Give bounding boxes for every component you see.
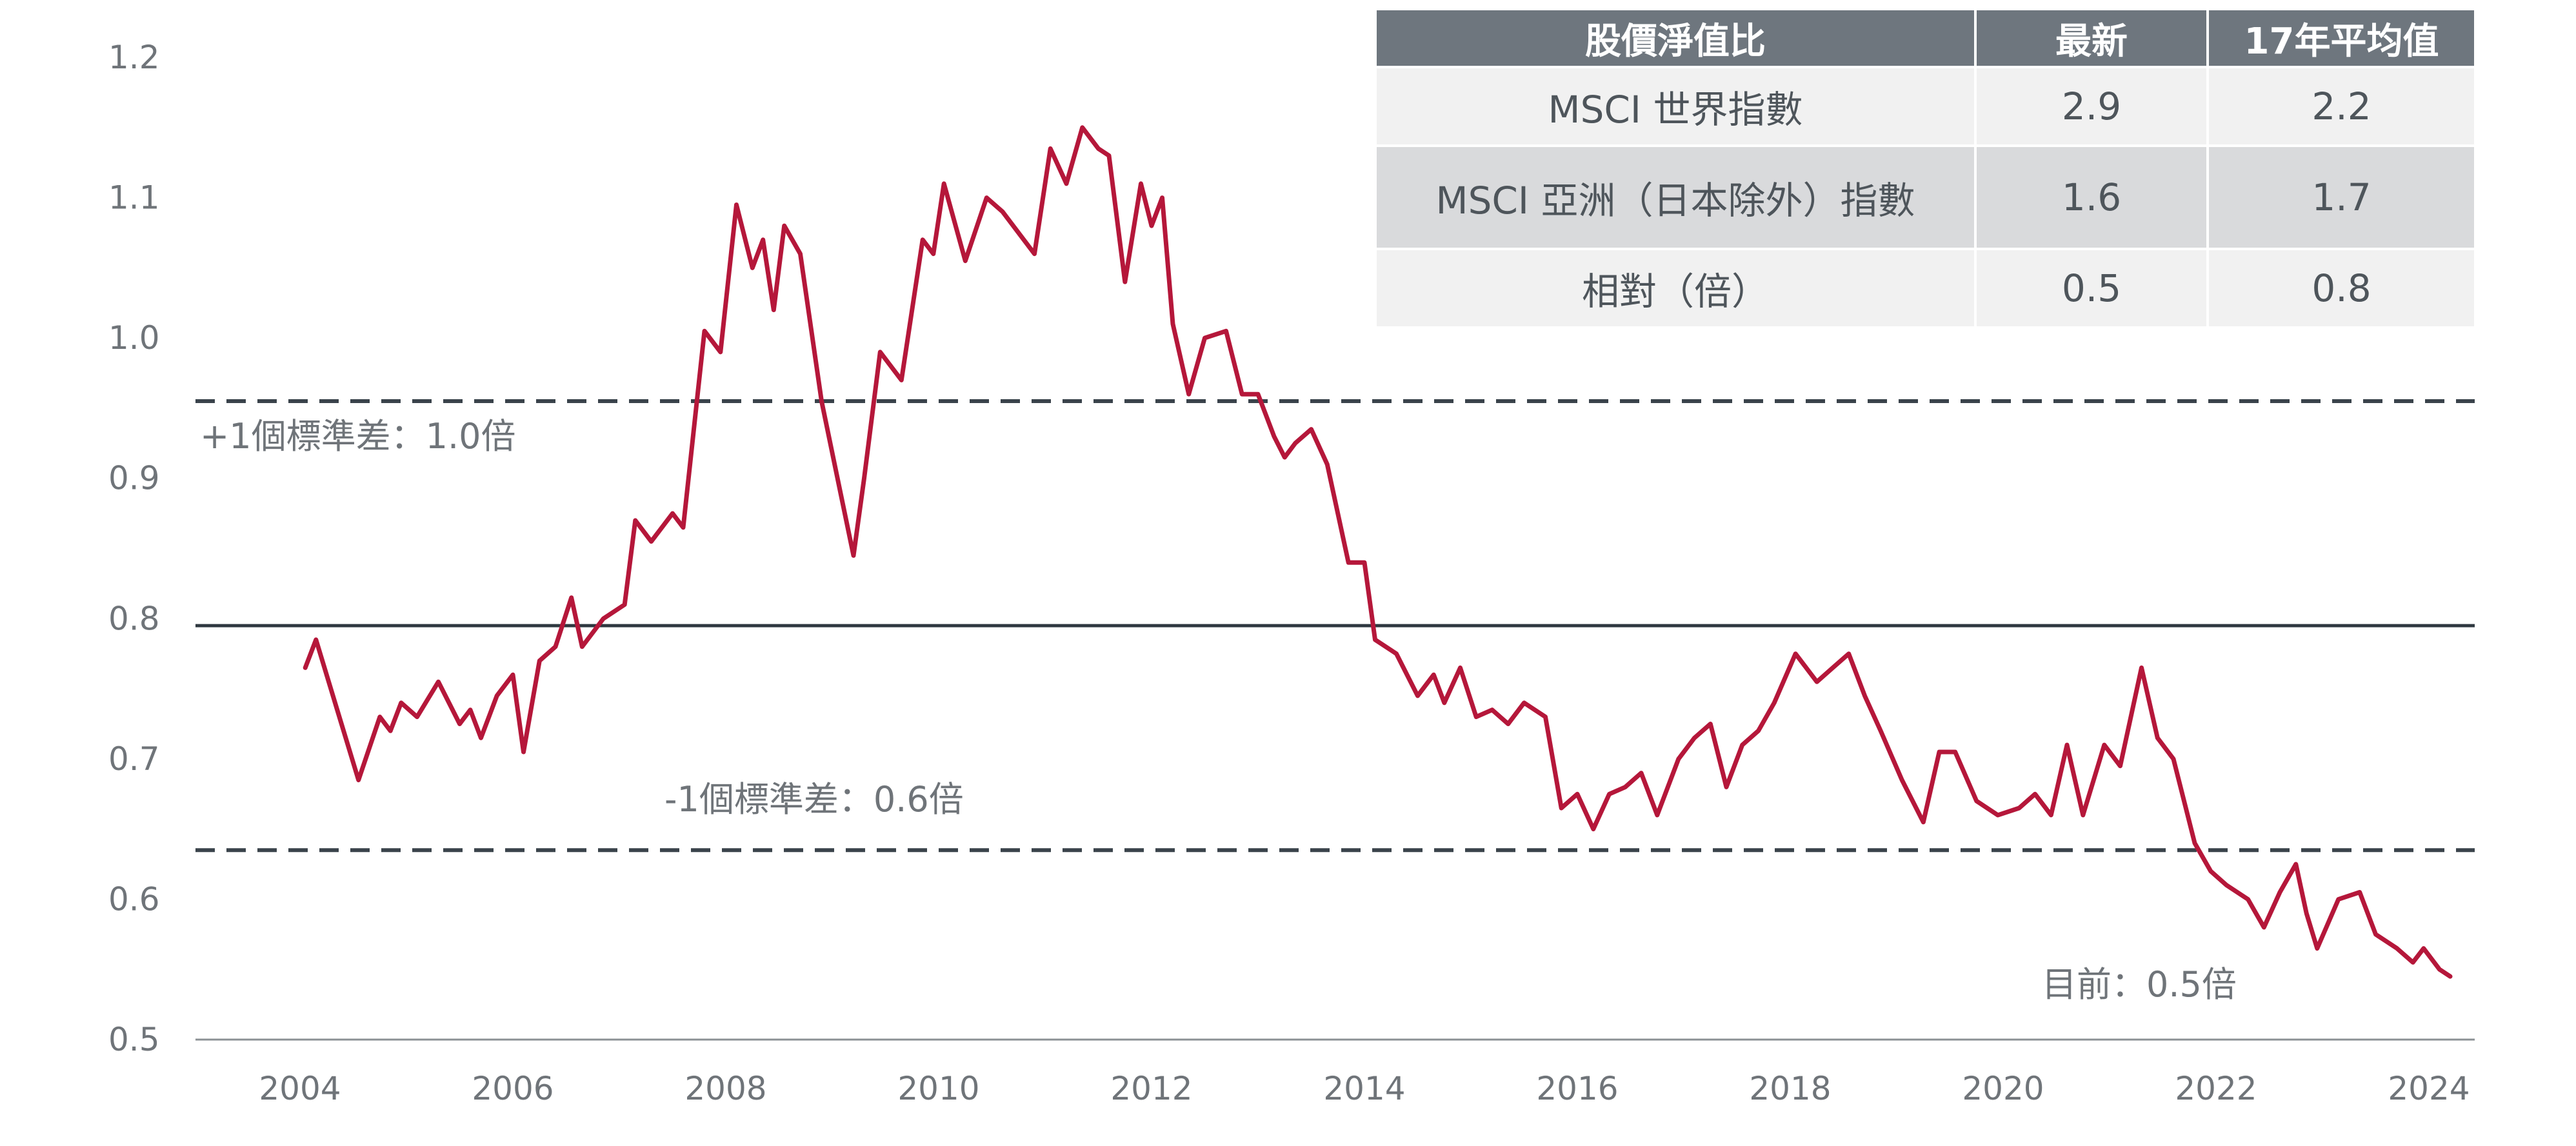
cell-index-name: 相對（倍） xyxy=(1374,248,1977,329)
cell-latest: 1.6 xyxy=(1974,144,2209,250)
y-tick-label: 0.8 xyxy=(108,600,160,637)
x-tick-label: 2024 xyxy=(2388,1070,2470,1107)
y-tick-label: 1.2 xyxy=(108,39,160,76)
x-axis-ticks: 2004 2006 2008 2010 2012 2014 2016 2018 2020 2022… xyxy=(259,1070,2470,1107)
series-layer xyxy=(303,125,2453,979)
y-tick-label: 0.9 xyxy=(108,460,160,497)
table-row-msci-world: MSCI 世界指數 2.9 2.2 xyxy=(1374,66,2477,147)
header-17yr-average: 17年平均值 xyxy=(2206,8,2477,68)
x-tick-label: 2008 xyxy=(684,1070,766,1107)
cell-index-name: MSCI 亞洲（日本除外）指數 xyxy=(1374,144,1977,250)
cell-average: 2.2 xyxy=(2206,66,2477,147)
y-axis-ticks: 1.2 1.1 1.0 0.9 0.8 0.7 0.6 0.5 xyxy=(108,39,160,1058)
valuation-table: 股價淨值比 最新 17年平均值 MSCI 世界指數 2.9 2.2 MSCI 亞… xyxy=(1374,8,2477,329)
cell-latest: 2.9 xyxy=(1974,66,2209,147)
cell-index-name: MSCI 世界指數 xyxy=(1374,66,1977,147)
y-tick-label: 0.6 xyxy=(108,880,160,918)
x-tick-label: 2020 xyxy=(1962,1070,2044,1107)
minus-1-stddev-label: -1個標準差：0.6倍 xyxy=(664,779,964,820)
pb-relative-series-line xyxy=(303,125,2453,979)
y-tick-label: 1.0 xyxy=(108,319,160,357)
cell-average: 1.7 xyxy=(2206,144,2477,250)
y-tick-label: 0.7 xyxy=(108,740,160,778)
x-tick-label: 2014 xyxy=(1323,1070,1405,1107)
x-tick-label: 2022 xyxy=(2175,1070,2257,1107)
reference-lines xyxy=(195,399,2475,853)
x-tick-label: 2012 xyxy=(1110,1070,1192,1107)
header-pb-ratio: 股價淨值比 xyxy=(1374,8,1977,68)
x-tick-label: 2016 xyxy=(1536,1070,1618,1107)
cell-average: 0.8 xyxy=(2206,248,2477,329)
x-tick-label: 2006 xyxy=(472,1070,554,1107)
x-tick-label: 2004 xyxy=(259,1070,341,1107)
current-value-label: 目前：0.5倍 xyxy=(2042,964,2237,1005)
y-tick-label: 0.5 xyxy=(108,1021,160,1058)
cell-latest: 0.5 xyxy=(1974,248,2209,329)
x-tick-label: 2018 xyxy=(1749,1070,1831,1107)
y-tick-label: 1.1 xyxy=(108,179,160,217)
table-header-row: 股價淨值比 最新 17年平均值 xyxy=(1374,8,2477,68)
plus-1-stddev-label: +1個標準差：1.0倍 xyxy=(200,416,515,457)
table-row-relative: 相對（倍） 0.5 0.8 xyxy=(1374,248,2477,329)
header-latest: 最新 xyxy=(1974,8,2209,68)
x-tick-label: 2010 xyxy=(897,1070,979,1107)
table-row-msci-asia-ex-japan: MSCI 亞洲（日本除外）指數 1.6 1.7 xyxy=(1374,144,2477,250)
